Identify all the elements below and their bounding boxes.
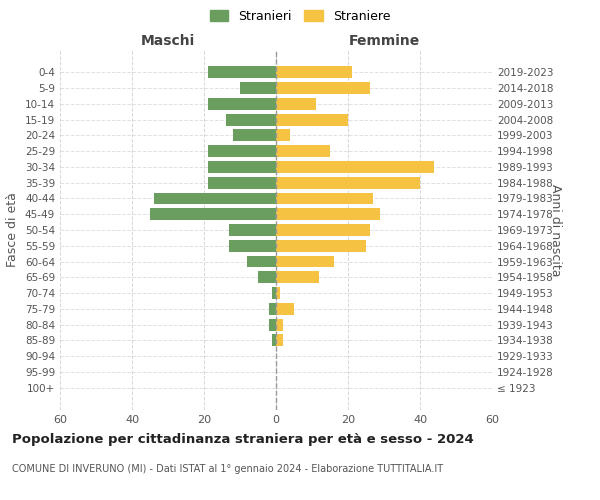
Legend: Stranieri, Straniere: Stranieri, Straniere: [206, 6, 394, 26]
Bar: [269, 303, 276, 315]
Bar: [208, 161, 276, 173]
Bar: [229, 240, 276, 252]
Bar: [276, 177, 420, 188]
Bar: [276, 240, 366, 252]
Bar: [150, 208, 276, 220]
Bar: [240, 82, 276, 94]
Text: COMUNE DI INVERUNO (MI) - Dati ISTAT al 1° gennaio 2024 - Elaborazione TUTTITALI: COMUNE DI INVERUNO (MI) - Dati ISTAT al …: [12, 464, 443, 474]
Bar: [258, 272, 276, 283]
Bar: [208, 177, 276, 188]
Bar: [229, 224, 276, 236]
Bar: [208, 145, 276, 157]
Bar: [276, 287, 280, 299]
Bar: [276, 98, 316, 110]
Bar: [276, 334, 283, 346]
Bar: [208, 98, 276, 110]
Bar: [276, 161, 434, 173]
Bar: [276, 224, 370, 236]
Bar: [276, 208, 380, 220]
Bar: [276, 192, 373, 204]
Text: Maschi: Maschi: [141, 34, 195, 48]
Y-axis label: Anni di nascita: Anni di nascita: [549, 184, 562, 276]
Bar: [272, 287, 276, 299]
Bar: [276, 130, 290, 141]
Y-axis label: Fasce di età: Fasce di età: [7, 192, 19, 268]
Bar: [269, 318, 276, 330]
Bar: [276, 82, 370, 94]
Bar: [276, 272, 319, 283]
Bar: [276, 318, 283, 330]
Bar: [276, 145, 330, 157]
Bar: [208, 66, 276, 78]
Bar: [272, 334, 276, 346]
Bar: [154, 192, 276, 204]
Bar: [233, 130, 276, 141]
Bar: [276, 66, 352, 78]
Bar: [247, 256, 276, 268]
Bar: [276, 303, 294, 315]
Bar: [226, 114, 276, 126]
Bar: [276, 114, 348, 126]
Text: Popolazione per cittadinanza straniera per età e sesso - 2024: Popolazione per cittadinanza straniera p…: [12, 432, 474, 446]
Bar: [276, 256, 334, 268]
Text: Femmine: Femmine: [349, 34, 419, 48]
